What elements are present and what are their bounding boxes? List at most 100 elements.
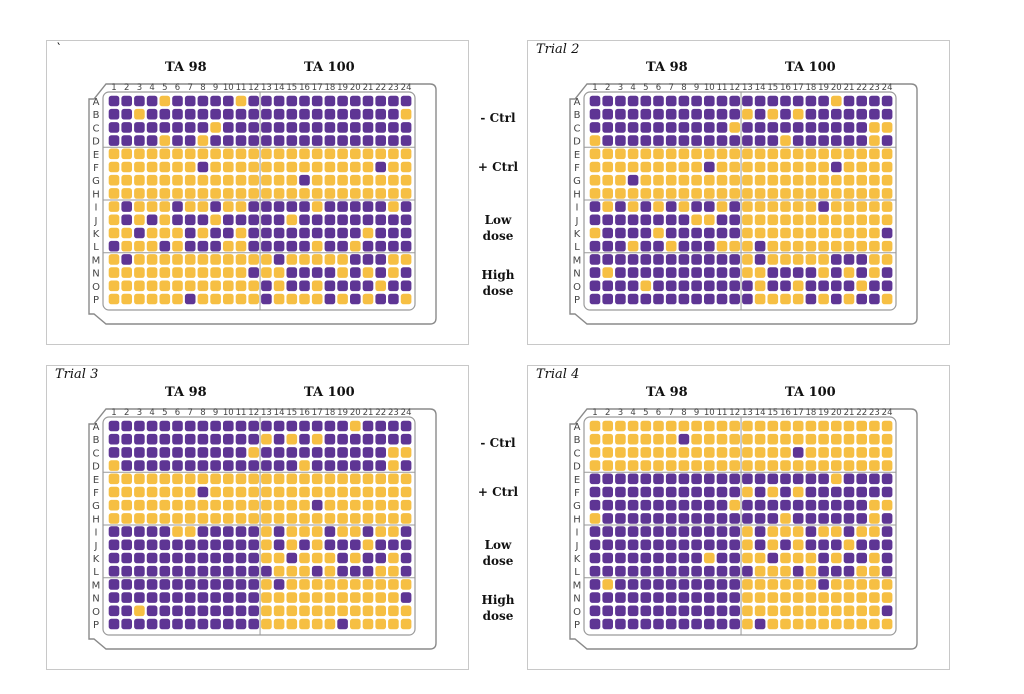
well-purple — [843, 565, 855, 577]
column-label: 17 — [793, 83, 804, 93]
well-yellow — [805, 605, 817, 617]
well-yellow — [843, 420, 855, 432]
well-yellow — [627, 447, 639, 458]
well-purple — [818, 552, 829, 564]
well-purple — [324, 201, 336, 212]
well-yellow — [337, 188, 348, 199]
well-purple — [843, 486, 855, 498]
well-purple — [640, 565, 652, 577]
well-yellow — [767, 174, 779, 186]
well-yellow — [843, 214, 855, 226]
well-yellow — [350, 526, 361, 537]
well-purple — [627, 592, 639, 603]
column-label: 7 — [187, 83, 192, 93]
well-purple — [121, 565, 132, 577]
well-purple — [640, 579, 652, 590]
well-purple — [108, 108, 120, 120]
well-yellow — [235, 254, 247, 265]
well-yellow — [805, 420, 817, 432]
well-yellow — [818, 148, 829, 160]
well-yellow — [261, 174, 272, 186]
well-purple — [615, 605, 626, 617]
well-yellow — [653, 227, 664, 239]
well-yellow — [337, 473, 348, 485]
well-yellow — [299, 526, 310, 537]
well-yellow — [742, 552, 753, 564]
well-purple — [805, 108, 817, 120]
column-label: 2 — [124, 83, 129, 93]
well-yellow — [754, 188, 766, 199]
well-purple — [223, 135, 234, 146]
well-yellow — [261, 552, 272, 564]
well-purple — [780, 280, 791, 292]
well-yellow — [767, 433, 779, 445]
well-yellow — [589, 227, 601, 239]
column-label: 6 — [656, 83, 661, 93]
well-yellow — [273, 486, 285, 498]
well-yellow — [235, 240, 247, 252]
well-yellow — [311, 201, 323, 212]
well-yellow — [134, 473, 145, 485]
well-yellow — [337, 161, 348, 173]
well-yellow — [843, 227, 855, 239]
well-yellow — [754, 433, 766, 445]
well-purple — [831, 565, 842, 577]
well-yellow — [223, 293, 234, 305]
row-label: P — [93, 295, 99, 306]
well-purple — [172, 618, 183, 630]
well-purple — [400, 460, 412, 471]
well-purple — [108, 552, 120, 564]
well-purple — [121, 592, 132, 603]
well-yellow — [869, 420, 880, 432]
well-yellow — [121, 148, 132, 160]
well-purple — [248, 565, 259, 577]
well-yellow — [792, 579, 804, 590]
well-purple — [881, 95, 893, 107]
well-yellow — [602, 579, 613, 590]
well-purple — [640, 95, 652, 107]
well-purple — [729, 526, 740, 537]
well-yellow — [197, 473, 209, 485]
well-purple — [678, 605, 690, 617]
well-purple — [146, 433, 158, 445]
well-yellow — [350, 486, 361, 498]
well-purple — [640, 108, 652, 120]
well-purple — [400, 227, 412, 239]
well-yellow — [640, 188, 652, 199]
well-yellow — [108, 201, 120, 212]
well-purple — [627, 499, 639, 511]
well-yellow — [337, 513, 348, 524]
strain-label-ta100: TA 100 — [785, 60, 836, 75]
well-yellow — [742, 579, 753, 590]
row-label: K — [93, 554, 100, 565]
well-yellow — [210, 267, 221, 278]
well-yellow — [602, 201, 613, 212]
well-purple — [159, 552, 171, 564]
well-purple — [691, 227, 702, 239]
well-yellow — [121, 486, 132, 498]
well-yellow — [792, 280, 804, 292]
label-text: Low — [484, 538, 512, 552]
well-yellow — [134, 148, 145, 160]
well-yellow — [742, 605, 753, 617]
well-purple — [273, 214, 285, 226]
well-purple — [869, 108, 880, 120]
well-purple — [767, 499, 779, 511]
well-purple — [678, 565, 690, 577]
row-label: O — [573, 607, 581, 618]
well-yellow — [856, 592, 867, 603]
well-purple — [729, 605, 740, 617]
well-purple — [235, 579, 247, 590]
well-yellow — [805, 592, 817, 603]
strain-label-ta98: TA 98 — [646, 60, 688, 75]
well-yellow — [337, 592, 348, 603]
well-purple — [134, 433, 145, 445]
well-yellow — [286, 188, 298, 199]
well-yellow — [235, 95, 247, 107]
well-yellow — [627, 148, 639, 160]
well-purple — [653, 513, 664, 524]
well-yellow — [311, 618, 323, 630]
well-yellow — [362, 486, 374, 498]
well-purple — [362, 460, 374, 471]
well-yellow — [767, 460, 779, 471]
